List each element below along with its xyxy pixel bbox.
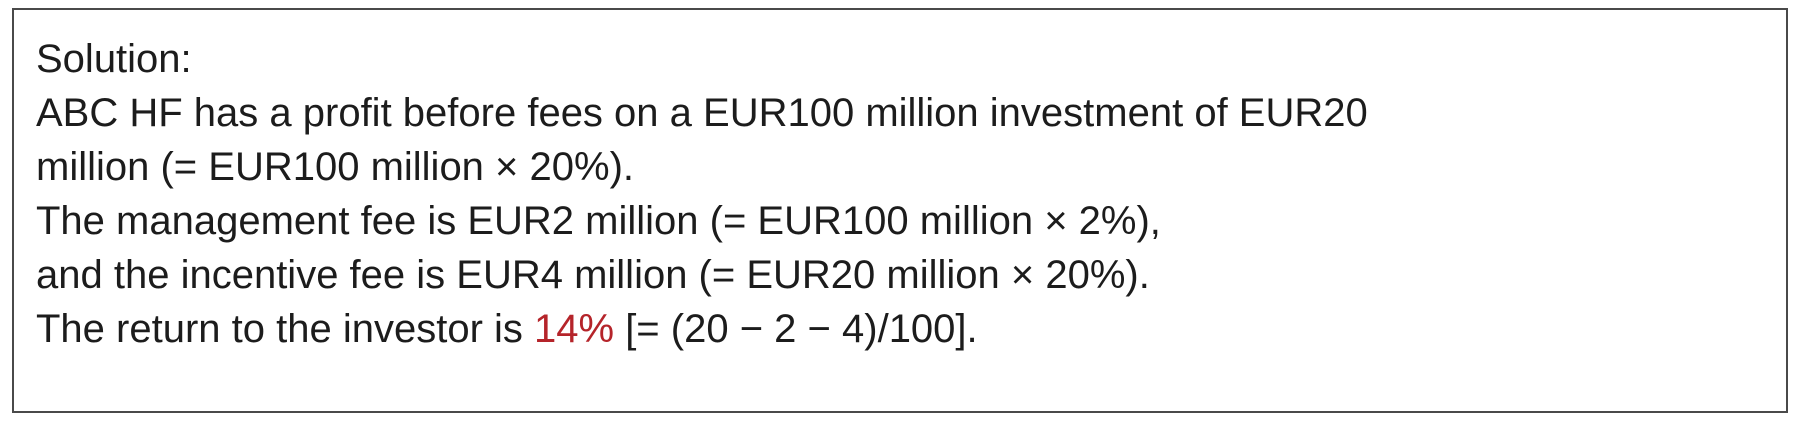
return-percentage: 14%	[534, 307, 615, 351]
solution-line-incentive-fee: and the incentive fee is EUR4 million (=…	[36, 253, 1150, 297]
solution-line-profit-calc: million (= EUR100 million × 20%).	[36, 145, 635, 189]
solution-line-management-fee: The management fee is EUR2 million (= EU…	[36, 199, 1161, 243]
return-text-suffix: [= (20 − 2 − 4)/100].	[614, 307, 978, 351]
solution-box: Solution: ABC HF has a profit before fee…	[12, 8, 1788, 413]
solution-line-profit: ABC HF has a profit before fees on a EUR…	[36, 91, 1368, 135]
return-text-prefix: The return to the investor is	[36, 307, 535, 351]
solution-line-return: The return to the investor is 14% [= (20…	[36, 302, 1766, 356]
solution-heading: Solution:	[36, 37, 192, 81]
